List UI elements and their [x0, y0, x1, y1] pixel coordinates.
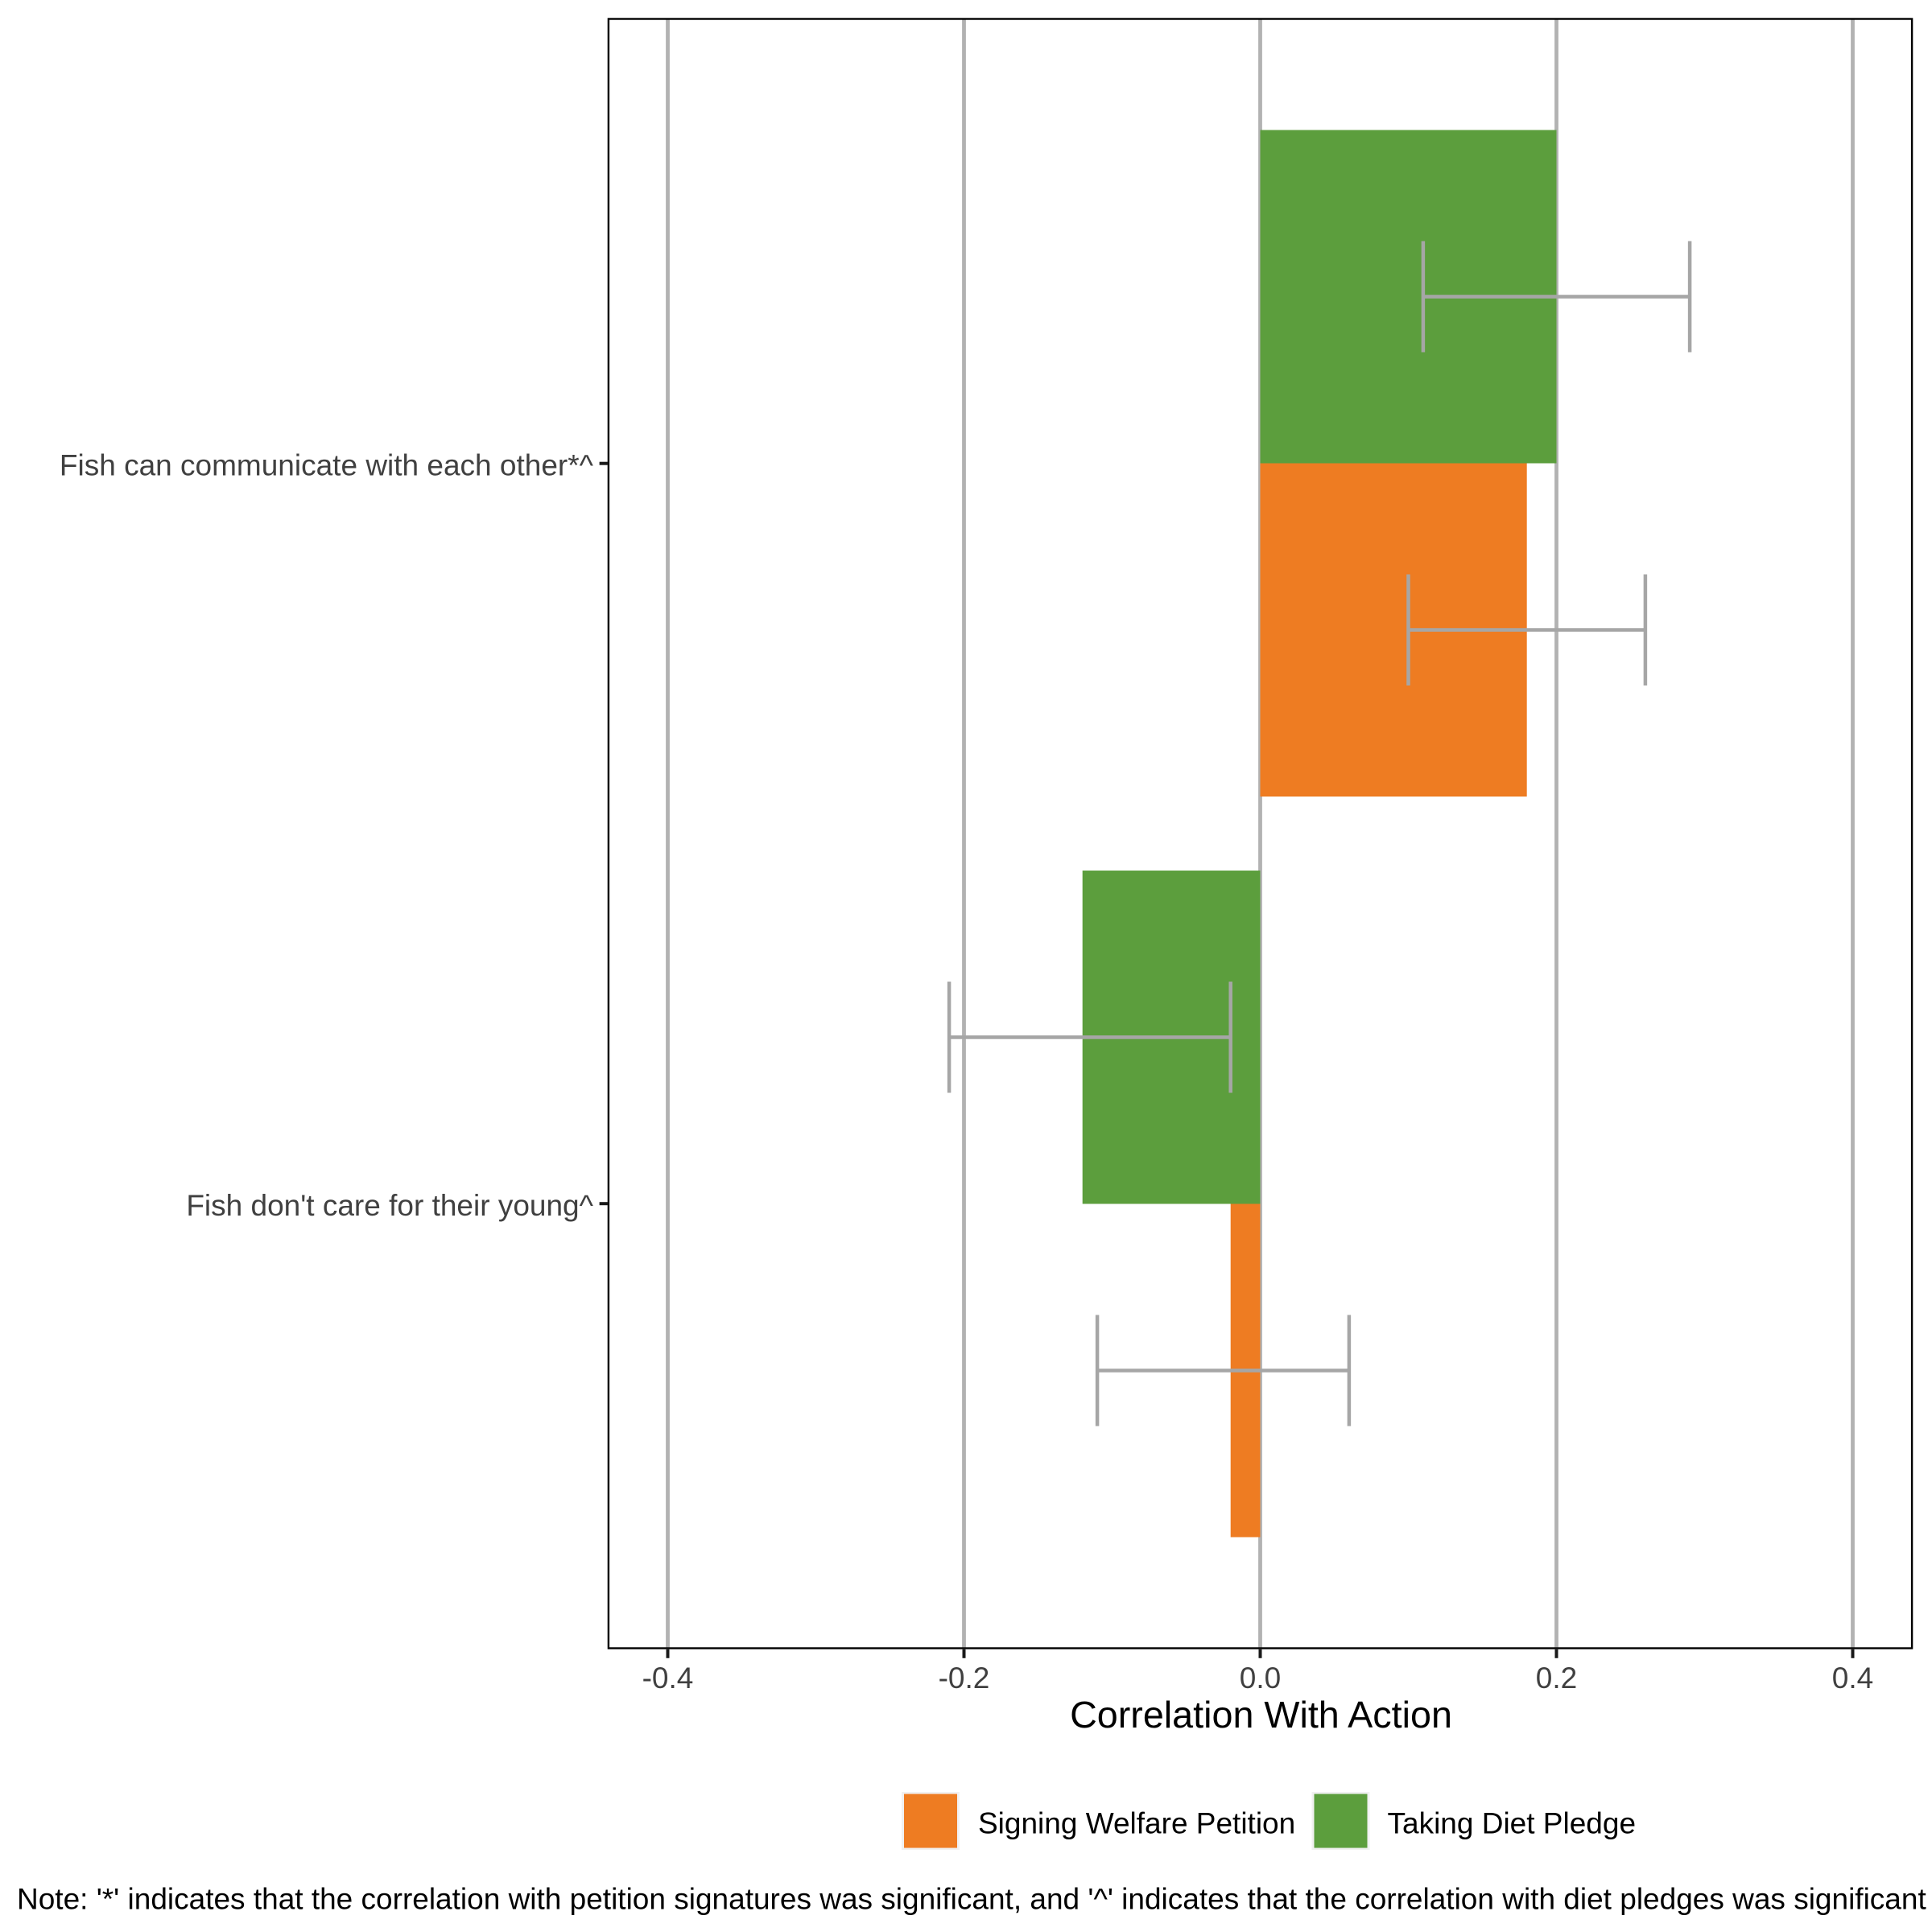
svg-text:0.0: 0.0: [1240, 1662, 1281, 1695]
svg-text:Correlation With Action: Correlation With Action: [1070, 1694, 1452, 1736]
svg-text:-0.4: -0.4: [642, 1662, 694, 1695]
svg-text:Signing Welfare Petition: Signing Welfare Petition: [978, 1807, 1295, 1840]
svg-text:Fish don't care for their youn: Fish don't care for their young^: [186, 1189, 593, 1222]
svg-text:Note: '*' indicates that the c: Note: '*' indicates that the correlation…: [17, 1882, 1926, 1915]
svg-text:0.2: 0.2: [1536, 1662, 1577, 1695]
svg-text:0.4: 0.4: [1832, 1662, 1873, 1695]
svg-text:-0.2: -0.2: [939, 1662, 990, 1695]
svg-text:Taking Diet Pledge: Taking Diet Pledge: [1388, 1807, 1637, 1840]
svg-text:Fish can communicate with each: Fish can communicate with each other*^: [60, 448, 594, 481]
